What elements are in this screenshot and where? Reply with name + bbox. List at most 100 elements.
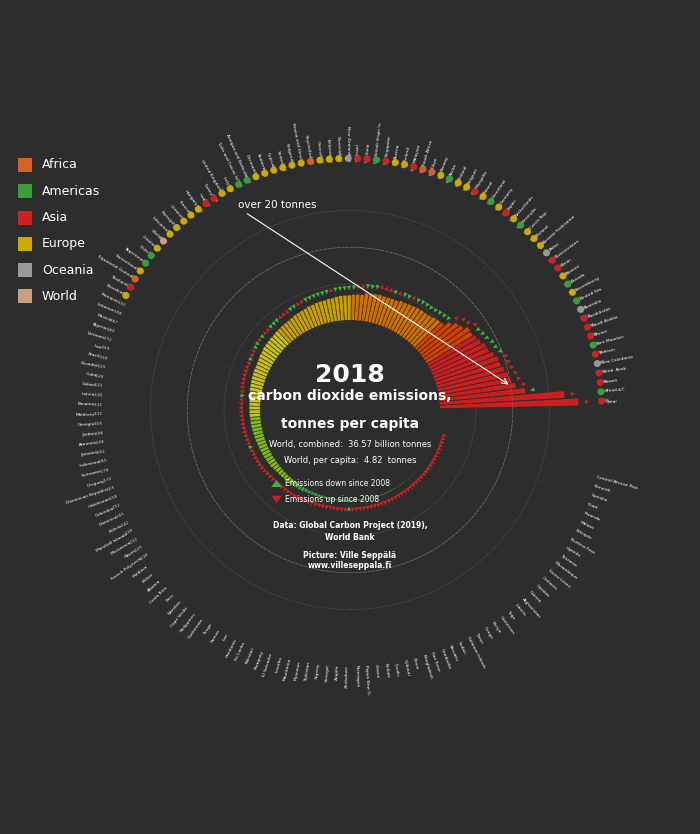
Text: Serbia: Serbia	[276, 150, 284, 164]
Polygon shape	[293, 494, 297, 498]
Polygon shape	[412, 295, 416, 300]
Wedge shape	[412, 472, 414, 475]
Text: 6.98: 6.98	[346, 153, 350, 163]
Text: Kuwait: Kuwait	[603, 379, 619, 384]
Text: Uzbekistan: Uzbekistan	[88, 497, 111, 510]
Wedge shape	[272, 334, 287, 349]
Text: 19.79: 19.79	[592, 350, 603, 357]
Text: 9.06: 9.06	[487, 196, 496, 206]
Wedge shape	[374, 296, 386, 325]
Wedge shape	[436, 366, 505, 389]
Text: 3.15: 3.15	[93, 403, 102, 407]
Text: Brazil: Brazil	[88, 353, 101, 359]
Wedge shape	[435, 432, 437, 435]
Polygon shape	[411, 482, 415, 487]
Polygon shape	[384, 286, 388, 291]
Circle shape	[374, 157, 379, 163]
Polygon shape	[376, 503, 380, 508]
Circle shape	[503, 210, 509, 216]
Text: Thailand: Thailand	[110, 274, 128, 287]
Text: Ecuador: Ecuador	[80, 361, 99, 369]
Text: Germany: Germany	[500, 187, 514, 205]
Text: Uganda: Uganda	[565, 545, 581, 558]
Wedge shape	[314, 492, 318, 496]
FancyBboxPatch shape	[18, 184, 32, 198]
Text: Kenya: Kenya	[491, 621, 501, 634]
Text: Togo: Togo	[506, 610, 516, 620]
Wedge shape	[378, 297, 391, 326]
Text: Afghanistan: Afghanistan	[521, 597, 542, 619]
Text: 21.35: 21.35	[595, 369, 607, 375]
Text: Dominica: Dominica	[99, 515, 119, 527]
Text: Europe: Europe	[42, 237, 86, 250]
Polygon shape	[316, 292, 319, 297]
Polygon shape	[440, 440, 444, 444]
Polygon shape	[262, 469, 267, 473]
Text: Costa Rica: Costa Rica	[148, 586, 168, 605]
Polygon shape	[396, 493, 400, 498]
Text: Sudan: Sudan	[457, 641, 467, 655]
Polygon shape	[426, 302, 430, 307]
Polygon shape	[240, 381, 245, 385]
Text: Saudi Arabia: Saudi Arabia	[591, 314, 618, 328]
Text: 9.15: 9.15	[495, 202, 503, 211]
Text: Peru: Peru	[165, 593, 175, 603]
Text: 2.45: 2.45	[116, 512, 126, 519]
Polygon shape	[300, 496, 304, 501]
Wedge shape	[341, 499, 344, 501]
Text: 16.56: 16.56	[573, 295, 584, 304]
Wedge shape	[249, 387, 263, 393]
Wedge shape	[430, 343, 486, 373]
Text: United Kingdom: United Kingdom	[200, 158, 222, 191]
Text: Greenland: Greenland	[491, 178, 508, 199]
Wedge shape	[343, 295, 347, 321]
Polygon shape	[417, 298, 421, 303]
Text: Palau: Palau	[548, 242, 560, 252]
Text: Kiribati: Kiribati	[384, 663, 390, 679]
Wedge shape	[252, 427, 263, 432]
Polygon shape	[242, 430, 246, 434]
Polygon shape	[369, 505, 373, 510]
Text: Georgia: Georgia	[78, 422, 95, 427]
Polygon shape	[258, 338, 262, 343]
Text: Iceland: Iceland	[536, 224, 550, 238]
Polygon shape	[361, 506, 365, 511]
Wedge shape	[344, 499, 347, 501]
Polygon shape	[239, 418, 244, 422]
Wedge shape	[433, 351, 494, 379]
Wedge shape	[274, 331, 290, 346]
Polygon shape	[424, 469, 428, 473]
Text: Colombia: Colombia	[94, 506, 115, 518]
Wedge shape	[364, 498, 368, 500]
Polygon shape	[408, 294, 412, 299]
Wedge shape	[386, 490, 390, 493]
Text: 3.98: 3.98	[112, 309, 122, 316]
Text: Oman: Oman	[560, 257, 573, 268]
Wedge shape	[395, 485, 399, 488]
Text: 6.34: 6.34	[279, 162, 286, 172]
Polygon shape	[239, 402, 243, 406]
Text: France: France	[178, 199, 190, 214]
Text: Congo: Congo	[482, 626, 493, 641]
Circle shape	[565, 281, 570, 287]
Wedge shape	[358, 294, 364, 321]
Text: United Sta.: United Sta.	[580, 287, 603, 301]
Circle shape	[326, 157, 332, 162]
Text: Brunei: Brunei	[594, 329, 608, 337]
Wedge shape	[401, 481, 405, 484]
Text: Comoros: Comoros	[541, 576, 559, 591]
Text: South Africa: South Africa	[422, 139, 433, 166]
Text: 5.75: 5.75	[234, 178, 242, 188]
Text: Tanzania: Tanzania	[559, 553, 577, 567]
Polygon shape	[365, 505, 369, 510]
Polygon shape	[493, 344, 498, 348]
Text: 8.02: 8.02	[429, 167, 435, 176]
Text: Maldives: Maldives	[75, 412, 94, 417]
Wedge shape	[273, 464, 280, 470]
Circle shape	[574, 298, 580, 304]
Text: 7.78: 7.78	[384, 155, 388, 165]
Polygon shape	[570, 392, 575, 396]
Polygon shape	[358, 507, 362, 511]
Text: 2.32: 2.32	[129, 536, 139, 545]
Polygon shape	[428, 463, 433, 467]
